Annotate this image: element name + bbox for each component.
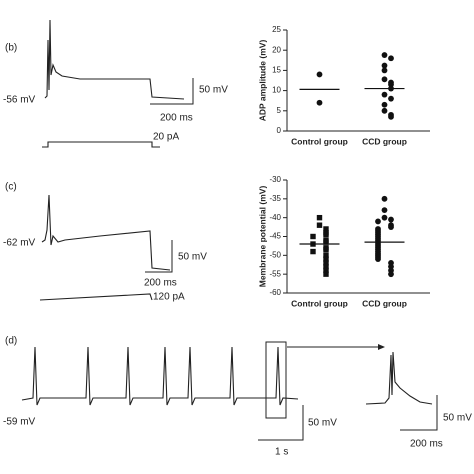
- point: [323, 239, 329, 245]
- point: [381, 67, 388, 74]
- y-tick-label: -40: [269, 213, 281, 222]
- scale-label: 50 mV: [178, 252, 207, 263]
- point: [388, 55, 394, 62]
- point: [388, 95, 394, 102]
- point: [316, 71, 323, 78]
- point: [388, 113, 394, 120]
- y-axis-label: Membrane potential (mV): [257, 186, 267, 288]
- y-tick-label: 10: [272, 86, 281, 95]
- point: [388, 81, 394, 88]
- y-tick-label: -60: [269, 288, 281, 297]
- y-axis-label: ADP amplitude (mV): [257, 40, 267, 122]
- point: [375, 256, 381, 262]
- trace: [41, 194, 171, 271]
- resting-label: -59 mV: [3, 417, 36, 428]
- point: [381, 62, 388, 69]
- y-tick-label: -30: [269, 175, 281, 184]
- point: [388, 271, 394, 278]
- stimulus: [39, 293, 153, 301]
- point: [316, 222, 323, 228]
- scale-label: 1 s: [275, 447, 288, 458]
- point: [323, 271, 329, 277]
- y-tick-label: 0: [277, 126, 282, 135]
- y-tick-label: -35: [269, 194, 281, 203]
- point: [323, 260, 329, 266]
- panel-d: (d) -59 mV 50 mV 1 s 50 mV 200 ms: [3, 336, 472, 458]
- trace: [44, 19, 185, 100]
- y-tick-label: 5: [277, 106, 282, 115]
- scale-bar: [145, 240, 173, 273]
- y-tick-label: -45: [269, 232, 281, 241]
- charts: 0 5 10 15 20 25 ADP amplitude (mV) Control grou…: [257, 25, 430, 308]
- trace: [21, 346, 299, 406]
- point: [316, 99, 323, 106]
- panel-label: (d): [5, 336, 17, 347]
- scale-bar: [400, 395, 438, 431]
- stimulus-label: 120 pA: [153, 292, 185, 303]
- panel-c: (c) -62 mV 50 mV 200 ms 120 pA: [3, 182, 207, 303]
- panel-label: (b): [5, 43, 17, 54]
- point: [381, 195, 388, 202]
- scale-label: 200 ms: [410, 439, 443, 450]
- point: [381, 76, 388, 83]
- resting-label: -62 mV: [3, 238, 36, 249]
- scale-bar: [150, 78, 194, 105]
- point: [310, 248, 316, 255]
- y-tick-label: 25: [272, 25, 281, 34]
- point: [323, 246, 329, 253]
- point: [388, 224, 394, 230]
- point: [388, 216, 394, 223]
- panel-label: (c): [5, 182, 17, 193]
- point: [323, 267, 329, 274]
- point: [316, 214, 323, 221]
- resting-label: -56 mV: [3, 95, 36, 106]
- zoom-box: [265, 341, 287, 419]
- point: [323, 231, 329, 238]
- y-tick-label: -50: [269, 250, 281, 259]
- scale-label: 50 mV: [308, 418, 337, 429]
- x-tick-label: Control group: [291, 136, 348, 146]
- point: [381, 52, 388, 58]
- x-tick-label: CCD group: [362, 136, 407, 146]
- scale-bar: [258, 405, 304, 441]
- point: [381, 101, 388, 108]
- point: [381, 207, 388, 214]
- scale-label: 200 ms: [160, 113, 193, 124]
- arrow-head: [378, 344, 385, 350]
- x-tick-label: CCD group: [362, 298, 407, 308]
- y-tick-label: -55: [269, 269, 281, 278]
- point: [381, 91, 388, 98]
- x-tick-label: Control group: [291, 298, 348, 308]
- point: [323, 252, 329, 259]
- inset-trace: [365, 351, 433, 405]
- scale-label: 50 mV: [199, 85, 228, 96]
- panel-b: (b) -56 mV 50 mV 200 ms 20 pA: [3, 19, 228, 148]
- stimulus-label: 20 pA: [153, 132, 179, 143]
- y-tick-label: 20: [272, 45, 281, 54]
- scale-label: 200 ms: [144, 278, 177, 289]
- y-tick-label: 15: [272, 66, 281, 75]
- scale-label: 50 mV: [443, 413, 472, 424]
- point: [323, 256, 329, 262]
- point: [323, 226, 329, 232]
- point: [323, 263, 329, 270]
- point: [381, 214, 388, 221]
- point: [310, 233, 316, 240]
- point: [375, 218, 381, 225]
- point: [381, 107, 388, 114]
- stimulus: [42, 141, 160, 148]
